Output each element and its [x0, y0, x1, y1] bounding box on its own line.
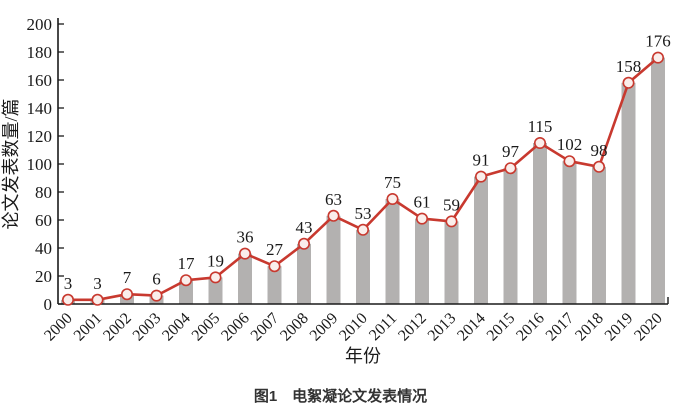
bar	[503, 168, 518, 304]
x-tick-label: 2018	[572, 310, 607, 345]
bar	[208, 277, 223, 304]
data-point-marker	[415, 212, 428, 225]
y-tick-label: 100	[27, 155, 53, 174]
bar	[356, 229, 370, 304]
x-tick-label: 2002	[100, 310, 135, 345]
data-point-marker	[121, 288, 134, 301]
data-point-marker	[504, 162, 517, 175]
y-tick-label: 0	[44, 295, 53, 314]
bar	[326, 215, 341, 304]
value-label: 27	[266, 240, 284, 259]
data-point-marker	[150, 289, 163, 302]
data-point-marker	[180, 274, 193, 287]
value-label: 176	[645, 32, 671, 51]
data-point-marker	[533, 137, 546, 150]
bar	[592, 166, 606, 304]
figure-caption: 图1 电絮凝论文发表情况	[253, 388, 428, 405]
value-label: 75	[384, 173, 401, 192]
x-tick-label: 2013	[425, 310, 460, 345]
bar	[238, 253, 252, 304]
data-point-marker	[445, 215, 458, 228]
x-tick-label: 2004	[159, 310, 194, 345]
data-point-marker	[239, 247, 252, 260]
data-point-marker	[386, 193, 399, 206]
bar	[415, 218, 429, 304]
y-tick-label: 160	[27, 71, 53, 90]
x-tick-label: 2001	[71, 310, 106, 345]
value-label: 36	[237, 228, 254, 247]
value-label: 3	[64, 274, 73, 293]
bar	[385, 199, 400, 304]
y-tick-label: 60	[35, 211, 52, 230]
data-point-marker	[268, 260, 281, 273]
y-tick-label: 120	[27, 127, 53, 146]
y-tick-label: 140	[27, 99, 53, 118]
bar	[562, 161, 577, 304]
data-point-marker	[622, 76, 635, 89]
value-label: 43	[296, 218, 313, 237]
x-tick-label: 2014	[454, 310, 489, 345]
x-tick-label: 2015	[484, 310, 519, 345]
value-label: 102	[557, 135, 583, 154]
value-label: 53	[355, 204, 372, 223]
value-label: 6	[152, 270, 161, 289]
value-label: 97	[502, 142, 520, 161]
data-point-marker	[563, 155, 576, 168]
x-tick-label: 2011	[366, 310, 400, 344]
data-point-marker	[592, 160, 605, 173]
value-label: 59	[443, 195, 460, 214]
data-point-marker	[297, 237, 310, 250]
bar	[444, 221, 459, 304]
bar	[474, 176, 488, 304]
publication-trend-chart: 0204060801001201401601802002000200120022…	[1, 15, 671, 366]
value-label: 98	[591, 141, 608, 160]
value-label: 115	[528, 117, 553, 136]
x-tick-label: 2017	[543, 310, 578, 345]
x-tick-label: 2016	[513, 310, 548, 345]
x-tick-label: 2020	[631, 310, 666, 345]
x-tick-label: 2006	[218, 310, 253, 345]
x-tick-label: 2003	[130, 310, 165, 345]
value-label: 158	[616, 57, 642, 76]
x-tick-label: 2005	[189, 310, 224, 345]
bar	[651, 57, 665, 304]
data-point-marker	[209, 271, 222, 284]
y-tick-label: 200	[27, 15, 53, 34]
x-tick-label: 2012	[395, 310, 430, 345]
bar	[267, 266, 282, 304]
bar	[533, 143, 547, 304]
value-label: 7	[123, 268, 132, 287]
value-label: 19	[207, 251, 224, 270]
x-tick-label: 2009	[307, 310, 342, 345]
value-label: 63	[325, 190, 342, 209]
data-point-marker	[474, 170, 487, 183]
x-tick-label: 2008	[277, 310, 312, 345]
data-point-marker	[91, 293, 104, 306]
y-tick-label: 180	[27, 43, 53, 62]
data-point-marker	[61, 293, 74, 306]
x-tick-label: 2000	[41, 310, 76, 345]
value-label: 17	[178, 254, 196, 273]
x-tick-label: 2019	[602, 310, 637, 345]
x-tick-label: 2007	[248, 310, 283, 345]
value-label: 3	[93, 274, 102, 293]
y-tick-label: 20	[35, 267, 52, 286]
value-label: 61	[414, 193, 431, 212]
bar	[621, 82, 636, 304]
x-axis-title: 年份	[345, 346, 381, 366]
x-tick-label: 2010	[336, 310, 371, 345]
data-point-marker	[651, 51, 664, 64]
value-label: 91	[473, 151, 490, 170]
y-tick-label: 80	[35, 183, 52, 202]
data-point-marker	[327, 209, 340, 222]
y-tick-label: 40	[35, 239, 52, 258]
data-point-marker	[356, 223, 369, 236]
y-axis-title: 论文发表数量/篇	[1, 98, 21, 229]
bar	[179, 280, 193, 304]
bar	[297, 243, 311, 304]
